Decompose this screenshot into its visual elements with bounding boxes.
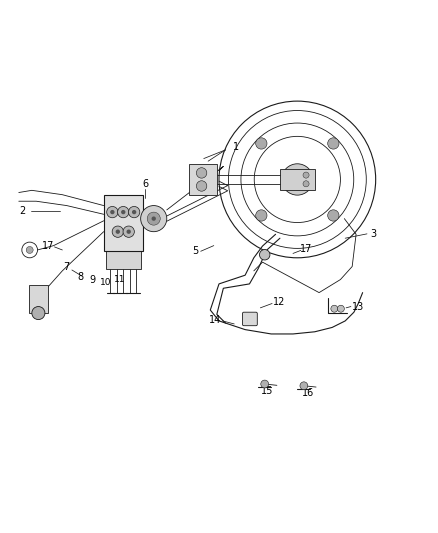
- Circle shape: [282, 164, 313, 195]
- Circle shape: [256, 210, 267, 221]
- Circle shape: [147, 212, 160, 225]
- Text: 17: 17: [42, 240, 55, 251]
- Circle shape: [117, 206, 129, 218]
- Text: 8: 8: [78, 272, 84, 282]
- Text: 10: 10: [100, 278, 112, 287]
- Text: 6: 6: [142, 179, 148, 189]
- Text: 1: 1: [233, 142, 240, 152]
- Circle shape: [32, 306, 45, 320]
- Circle shape: [196, 181, 207, 191]
- Circle shape: [303, 172, 309, 178]
- Text: 17: 17: [300, 244, 312, 254]
- Text: 9: 9: [90, 274, 96, 285]
- Text: 2: 2: [19, 206, 25, 216]
- Text: 4: 4: [105, 238, 111, 247]
- Text: 16: 16: [302, 387, 314, 398]
- Text: 15: 15: [261, 385, 273, 395]
- Text: 13: 13: [352, 302, 364, 312]
- Circle shape: [121, 210, 125, 214]
- Text: 11: 11: [114, 275, 126, 284]
- FancyBboxPatch shape: [280, 168, 315, 190]
- Circle shape: [337, 305, 344, 312]
- Text: 3: 3: [371, 229, 377, 239]
- Circle shape: [259, 249, 270, 260]
- FancyBboxPatch shape: [106, 251, 141, 269]
- Text: 12: 12: [273, 297, 285, 307]
- Circle shape: [328, 138, 339, 149]
- Circle shape: [107, 206, 118, 218]
- Circle shape: [132, 210, 136, 214]
- FancyBboxPatch shape: [29, 285, 48, 313]
- Circle shape: [112, 226, 124, 237]
- Circle shape: [256, 138, 267, 149]
- Circle shape: [328, 210, 339, 221]
- Circle shape: [110, 210, 115, 214]
- Text: 5: 5: [192, 246, 198, 256]
- Circle shape: [152, 216, 156, 221]
- Circle shape: [331, 305, 338, 312]
- Circle shape: [116, 230, 120, 234]
- Circle shape: [300, 382, 308, 390]
- FancyBboxPatch shape: [104, 195, 143, 251]
- Circle shape: [127, 230, 131, 234]
- Circle shape: [123, 226, 134, 237]
- Circle shape: [141, 206, 167, 232]
- Circle shape: [128, 206, 140, 218]
- FancyBboxPatch shape: [188, 164, 217, 195]
- Circle shape: [196, 168, 207, 178]
- Circle shape: [26, 246, 33, 254]
- FancyBboxPatch shape: [243, 312, 257, 326]
- Text: 7: 7: [64, 262, 70, 272]
- Circle shape: [303, 181, 309, 187]
- Circle shape: [261, 380, 268, 388]
- Text: 14: 14: [208, 314, 221, 325]
